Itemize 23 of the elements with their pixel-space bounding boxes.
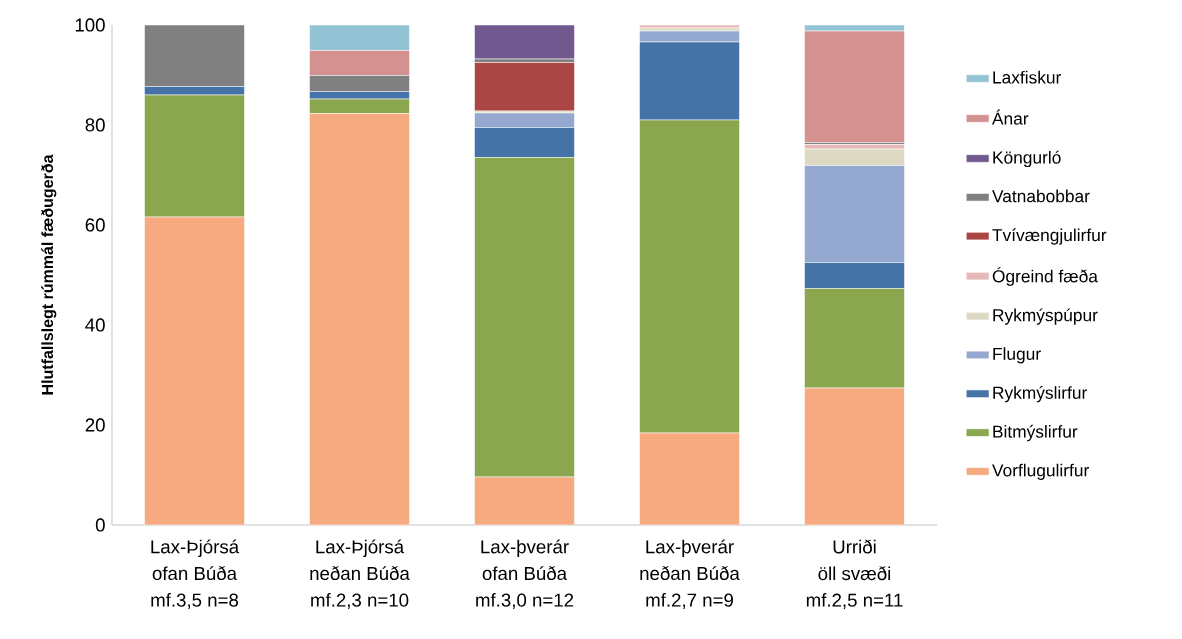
x-tick-label: Lax-Þjórsá neðan Búða mf.2,3 n=10 — [310, 539, 410, 609]
legend-label: Rykmýspúpur — [993, 308, 1098, 325]
legend-label: Flugur — [993, 347, 1041, 364]
x-tick-label: Lax-þverár neðan Búða mf.2,7 n=9 — [640, 539, 740, 609]
y-tick-label: 60 — [85, 218, 105, 232]
legend-label: Laxfiskur — [993, 70, 1062, 84]
y-tick-label: 100 — [75, 18, 105, 32]
legend-label: Bitmýslirfur — [993, 424, 1078, 442]
y-tick-label: 80 — [85, 118, 105, 132]
legend-label: Vatnabobbar — [992, 189, 1090, 203]
legend-label: Ánar — [992, 109, 1029, 125]
y-tick-label: 0 — [95, 518, 105, 532]
x-tick-label: Lax-þverár ofan Búða mf.3,0 n=12 — [476, 539, 574, 609]
x-tick-label: Lax-Þjórsá ofan Búða mf.3,5 n=8 — [151, 539, 240, 609]
y-tick-label: 40 — [85, 318, 105, 332]
legend-label: Vorflugulirfur — [992, 463, 1089, 480]
legend-label: Rykmýslirfur — [993, 385, 1087, 403]
legend-label: Tvívængjulirfur — [992, 228, 1107, 245]
x-tick-label: Urriði öll svæði mf.2,5 n=11 — [806, 539, 903, 609]
legend-label: Ógreind fæða — [992, 267, 1098, 286]
y-axis-title: Hlutfallslegt rúmmál fæðugerða — [41, 154, 57, 395]
legend-label: Köngurló — [993, 150, 1061, 168]
y-tick-label: 20 — [85, 418, 105, 432]
